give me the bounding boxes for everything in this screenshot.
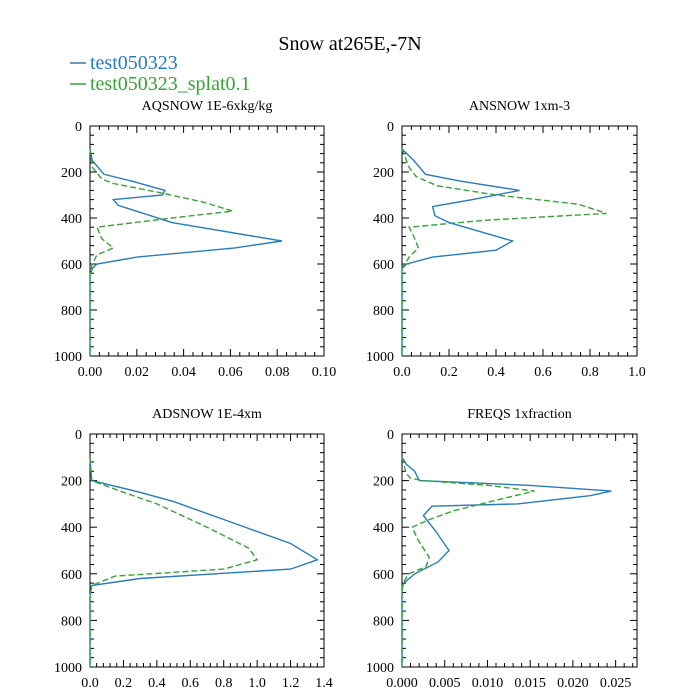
legend: test050323 test050323_splat0.1 <box>70 52 251 95</box>
y-tick-label: 1000 <box>366 661 394 676</box>
y-tick-label: 200 <box>373 166 394 181</box>
x-tick-label: 0.04 <box>171 365 196 380</box>
plot-frame <box>401 433 638 668</box>
y-tick-label: 200 <box>61 475 82 490</box>
x-tick-label: 0.0 <box>81 676 99 691</box>
panel-title: ANSNOW 1xm-3 <box>469 99 570 114</box>
series-line-test050323 <box>89 457 319 667</box>
y-tick-label: 200 <box>61 166 82 181</box>
x-tick-label: 0.0 <box>393 365 411 380</box>
y-tick-label: 600 <box>61 258 82 273</box>
series-line-test050323 <box>401 456 612 667</box>
panel-ansnow: ANSNOW 1xm-3 0.0 0.2 0.4 0.6 0.8 1.0 0 200 400 600… <box>366 99 646 380</box>
panel-aqsnow: AQSNOW 1E-6xkg/kg 0.00 0.02 0.04 0.06 0.08 0.1… <box>54 99 336 380</box>
plot-frame <box>89 125 325 357</box>
legend-label-splat: test050323_splat0.1 <box>90 73 251 95</box>
y-tick-label: 600 <box>373 258 394 273</box>
x-tick-label: 1.0 <box>628 365 646 380</box>
series-line-splat <box>89 148 233 356</box>
y-tick-label: 400 <box>373 212 394 227</box>
y-tick-label: 800 <box>61 304 82 319</box>
x-tick-label: 0.02 <box>125 365 150 380</box>
y-tick-label: 400 <box>61 521 82 536</box>
x-tick-label: 1.0 <box>248 676 266 691</box>
plot-frame <box>401 125 638 357</box>
legend-label-test050323: test050323 <box>90 52 178 74</box>
x-tick-label: 0.6 <box>534 365 552 380</box>
series-line-splat <box>89 457 259 667</box>
y-tick-label: 800 <box>61 614 82 629</box>
series-line-test050323 <box>401 148 520 356</box>
x-tick-label: 0.010 <box>472 676 504 691</box>
x-tick-label: 0.020 <box>557 676 589 691</box>
y-tick-label: 400 <box>61 212 82 227</box>
x-tick-label: 0.025 <box>600 676 632 691</box>
y-tick-label: 600 <box>373 568 394 583</box>
y-tick-label: 1000 <box>54 661 82 676</box>
x-tick-label: 0.015 <box>514 676 546 691</box>
y-tick-label: 0 <box>387 428 394 443</box>
x-tick-label: 0.08 <box>265 365 290 380</box>
x-tick-label: 0.00 <box>78 365 103 380</box>
y-tick-label: 0 <box>75 428 82 443</box>
x-tick-label: 1.2 <box>282 676 300 691</box>
x-tick-label: 0.000 <box>386 676 418 691</box>
series-line-splat <box>401 457 535 667</box>
y-tick-label: 1000 <box>54 350 82 365</box>
panel-title: FREQS 1xfraction <box>467 407 572 422</box>
x-tick-label: 0.2 <box>440 365 458 380</box>
x-tick-label: 0.005 <box>429 676 461 691</box>
panel-freqs: FREQS 1xfraction 0.000 0.005 0.010 0.015 0.02… <box>366 407 638 691</box>
x-tick-label: 0.4 <box>148 676 166 691</box>
x-tick-label: 0.06 <box>218 365 243 380</box>
panel-adsnow: ADSNOW 1E-4xm 0.0 0.2 0.4 0.6 0.8 1.0 1.2 1.4 0 20… <box>54 407 333 691</box>
y-tick-label: 800 <box>373 614 394 629</box>
x-tick-label: 0.10 <box>312 365 337 380</box>
plot-frame <box>89 433 325 668</box>
y-tick-label: 0 <box>387 120 394 135</box>
series-line-splat <box>401 148 607 356</box>
figure-title: Snow at265E,-7N <box>278 33 421 55</box>
y-tick-label: 400 <box>373 521 394 536</box>
y-tick-label: 800 <box>373 304 394 319</box>
x-tick-label: 1.4 <box>315 676 333 691</box>
panel-title: AQSNOW 1E-6xkg/kg <box>142 99 273 114</box>
x-tick-label: 0.8 <box>581 365 599 380</box>
y-tick-label: 1000 <box>366 350 394 365</box>
panel-title: ADSNOW 1E-4xm <box>152 407 262 422</box>
y-tick-label: 200 <box>373 475 394 490</box>
y-tick-label: 600 <box>61 568 82 583</box>
x-tick-label: 0.2 <box>115 676 133 691</box>
x-tick-label: 0.6 <box>182 676 200 691</box>
series-line-test050323 <box>89 148 283 356</box>
x-tick-label: 0.8 <box>215 676 233 691</box>
y-tick-label: 0 <box>75 120 82 135</box>
x-tick-label: 0.4 <box>487 365 505 380</box>
